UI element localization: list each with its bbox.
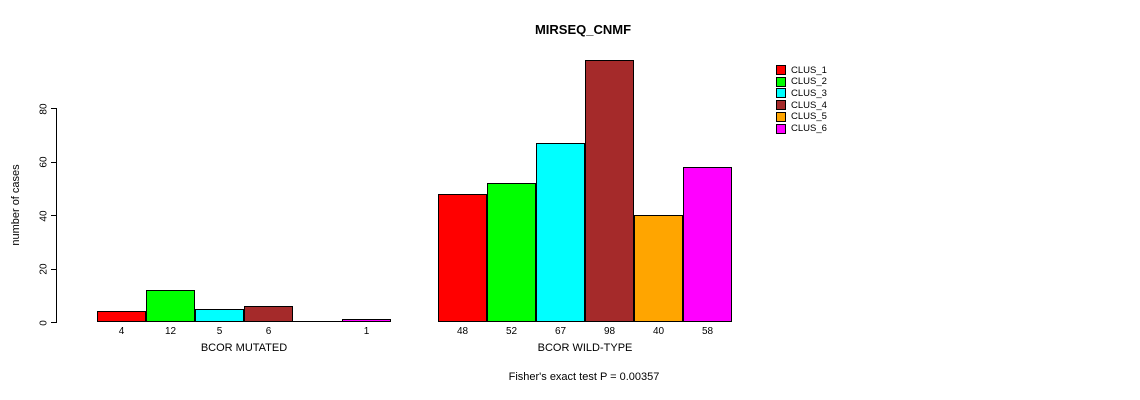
legend-swatch-icon [776,111,786,122]
legend-item: CLUS_6 [776,123,827,135]
bar [487,183,536,322]
y-axis-label: number of cases [10,164,22,246]
bar [97,311,146,322]
legend-label: CLUS_4 [791,99,827,111]
bar-value-label: 5 [216,326,223,337]
bar [438,194,487,322]
group-axis-label: BCOR MUTATED [200,342,288,354]
legend-item: CLUS_5 [776,111,827,123]
chart-title: MIRSEQ_CNMF [534,22,632,37]
y-tick-label: 0 [38,319,50,326]
bar [634,215,683,322]
bar-value-label: 6 [265,326,272,337]
y-tick-label: 40 [38,210,50,222]
bar-value-label: 58 [701,326,714,337]
bar-value-label: 98 [603,326,616,337]
bar-value-label: 40 [652,326,665,337]
bar [342,319,391,322]
bar [244,306,293,322]
group-axis-label: BCOR WILD-TYPE [537,342,633,354]
y-tick-label: 80 [38,103,50,115]
y-tick-label: 20 [38,263,50,275]
fisher-test-annotation: Fisher's exact test P = 0.00357 [508,371,660,383]
bar [683,167,732,322]
legend-label: CLUS_5 [791,111,827,123]
legend-swatch-icon [776,100,786,111]
bar [195,309,244,322]
bar-value-label: 4 [118,326,125,337]
legend-swatch-icon [776,65,786,75]
bar-value-label: 52 [505,326,518,337]
y-tick [51,322,57,323]
zero-bar-line [293,321,342,322]
bar-value-label: 67 [554,326,567,337]
legend-label: CLUS_3 [791,87,827,99]
bar-value-label: 12 [164,326,177,337]
legend-swatch-icon [776,76,786,87]
y-tick [51,108,57,110]
bar [536,143,585,322]
bar-value-label: 1 [363,326,370,337]
bar [585,60,634,322]
y-tick [51,268,57,270]
legend-label: CLUS_6 [791,123,827,134]
legend-label: CLUS_2 [791,76,827,88]
legend-item: CLUS_2 [776,76,827,88]
bar [146,290,195,322]
y-tick-label: 60 [38,156,50,168]
y-tick [51,215,57,217]
legend-item: CLUS_3 [776,87,827,99]
legend-swatch-icon [776,123,786,134]
legend-item: CLUS_4 [776,99,827,111]
legend-label: CLUS_1 [791,64,827,76]
bar-value-label: 48 [456,326,469,337]
y-tick [51,161,57,163]
legend-item: CLUS_1 [776,64,827,76]
legend-swatch-icon [776,88,786,99]
